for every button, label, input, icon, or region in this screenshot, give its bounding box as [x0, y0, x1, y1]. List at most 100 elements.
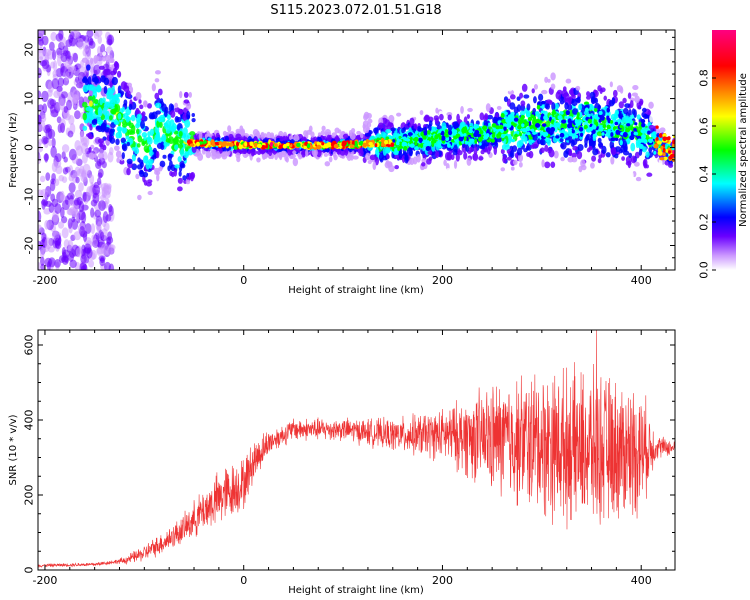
spectrogram-core-cell	[550, 126, 556, 132]
spectrogram-cell	[169, 160, 173, 169]
spectrogram-cell	[120, 137, 126, 144]
spectrogram-core-cell	[425, 145, 431, 152]
spectrogram-cell	[433, 115, 440, 121]
spectrogram-cell	[416, 153, 421, 163]
spectrogram-cell	[314, 149, 318, 156]
spectrogram-cell	[460, 121, 466, 127]
spectrogram-cell	[38, 104, 44, 112]
spectrogram-core-cell	[409, 136, 413, 142]
spectrogram-cell	[262, 138, 269, 143]
spectrogram-cell	[541, 89, 548, 95]
spectrogram-cell	[221, 151, 228, 160]
spectrogram-x-ticks: -200 0 200 400	[32, 30, 667, 287]
spectrogram-cell	[82, 41, 90, 52]
spectrogram-core-cell	[539, 127, 544, 131]
spectrogram-cell	[102, 51, 107, 57]
spectrogram-cell	[503, 96, 509, 103]
spectrogram-cell	[191, 112, 196, 118]
spectrogram-cell	[473, 146, 478, 156]
spectrogram-cell	[550, 83, 556, 90]
spectrogram-cell	[328, 156, 333, 163]
spectrogram-core-cell	[440, 130, 445, 136]
spectrogram-core-cell	[658, 133, 663, 138]
spectrogram-cell	[171, 75, 175, 83]
spectrogram-cell	[178, 170, 182, 177]
spectrogram-core-cell	[595, 121, 599, 127]
spectrogram-cell	[135, 91, 142, 101]
spectrogram-cell	[398, 151, 403, 160]
spectrogram-core-cell	[420, 131, 424, 137]
spectrogram-cell	[95, 56, 100, 61]
spectrogram-cell	[586, 91, 591, 97]
spectrogram-core-cell	[445, 136, 450, 142]
spectrogram-cell	[609, 140, 615, 150]
spectrogram-cell	[616, 85, 623, 93]
spectrogram-cell	[58, 98, 65, 111]
spectrogram-cell	[155, 150, 160, 159]
spectrogram-cell	[591, 155, 597, 162]
spectrogram-cell	[374, 148, 380, 156]
y-tick-label: 20	[23, 43, 36, 57]
spectrogram-core-cell	[523, 119, 527, 125]
x-tick-label: -200	[32, 274, 57, 287]
spectrogram-cell	[139, 104, 144, 110]
spectrogram-core-cell	[214, 141, 220, 146]
spectrogram-cell	[98, 200, 106, 211]
spectrogram-cell	[605, 152, 611, 158]
spectrogram-cell	[80, 265, 86, 270]
spectrogram-y-label: Frequency (Hz)	[8, 112, 19, 188]
spectrogram-cell	[538, 93, 544, 102]
spectrogram-cell	[93, 105, 99, 110]
spectrogram-cell	[121, 152, 125, 160]
spectrogram-cell	[115, 150, 122, 158]
spectrogram-core-cell	[503, 125, 507, 132]
spectrogram-cell	[76, 196, 83, 206]
spectrogram-core-cell	[438, 135, 442, 140]
spectrogram-cell	[280, 150, 287, 156]
spectrogram-cell	[38, 224, 42, 232]
spectrogram-cell	[78, 182, 84, 192]
spectrogram-core-cell	[520, 116, 524, 120]
spectrogram-core-cell	[218, 141, 223, 145]
spectrogram-cell	[625, 161, 632, 166]
spectrogram-cell	[134, 147, 140, 155]
spectrogram-cell	[310, 131, 315, 138]
spectrogram-cell	[54, 241, 62, 250]
spectrogram-core-cell	[402, 136, 407, 140]
spectrogram-cell	[510, 166, 515, 171]
spectrogram-core-cell	[672, 150, 675, 155]
spectrogram-cell	[67, 218, 73, 229]
spectrogram-core-cell	[434, 134, 439, 140]
spectrogram-cell	[610, 156, 615, 165]
spectrogram-cell	[121, 125, 127, 134]
spectrogram-core-cell	[662, 133, 667, 138]
spectrogram-core-cell	[560, 111, 564, 115]
spectrogram-core-cell	[189, 143, 195, 147]
spectrogram-core-cell	[579, 132, 584, 137]
spectrogram-core-cell	[625, 127, 630, 133]
spectrogram-cell	[645, 151, 650, 158]
spectrogram-cell	[60, 206, 65, 219]
spectrogram-core-cell	[626, 123, 631, 127]
spectrogram-cell	[525, 145, 530, 151]
spectrogram-cell	[531, 88, 535, 94]
spectrogram-core-cell	[459, 136, 464, 142]
spectrogram-cell	[167, 153, 174, 158]
spectrogram-cell	[624, 103, 631, 109]
spectrogram-cell	[97, 108, 103, 117]
spectrogram-core-cell	[505, 118, 511, 123]
spectrogram-core-cell	[431, 141, 435, 148]
spectrogram-cell	[533, 84, 538, 90]
spectrogram-cell	[484, 113, 489, 120]
spectrogram-core-cell	[633, 131, 639, 136]
spectrogram-core-cell	[610, 123, 615, 128]
spectrogram-cell	[82, 101, 88, 108]
spectrogram-cell	[177, 156, 182, 163]
spectrogram-cell	[463, 151, 468, 160]
spectrogram-core-cell	[503, 111, 508, 116]
spectrogram-cell	[493, 146, 498, 155]
spectrogram-cell	[369, 154, 376, 161]
spectrogram-cell	[38, 210, 42, 223]
spectrogram-core-cell	[647, 130, 651, 135]
spectrogram-core-cell	[395, 141, 400, 146]
